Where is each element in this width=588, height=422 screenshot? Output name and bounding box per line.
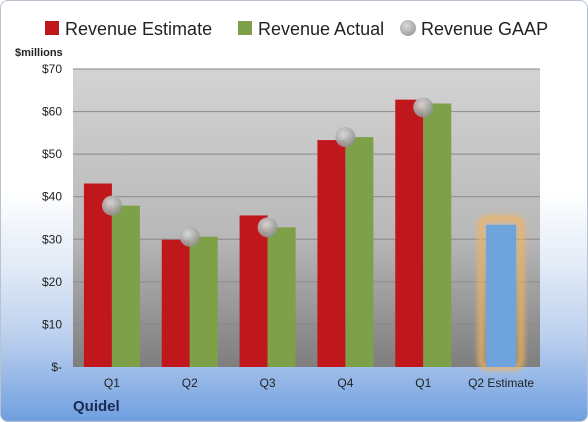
legend-label: Revenue Actual bbox=[258, 19, 384, 39]
bars bbox=[83, 97, 525, 370]
marker-revenue-gaap bbox=[101, 195, 122, 216]
legend-swatch bbox=[400, 20, 416, 36]
bar-revenue-actual bbox=[345, 137, 374, 367]
bar-revenue-actual bbox=[267, 227, 296, 367]
y-tick-label: $30 bbox=[42, 232, 62, 246]
legend-label: Revenue GAAP bbox=[421, 19, 548, 39]
x-axis: Q1 Q2 Q3 Q4 Q1 Q2 Estimate bbox=[104, 376, 535, 390]
legend-label: Revenue Estimate bbox=[65, 19, 212, 39]
x-tick-label: Q2 Estimate bbox=[468, 376, 534, 390]
x-tick-label: Q4 bbox=[337, 376, 353, 390]
y-tick-label: $10 bbox=[42, 317, 62, 331]
x-tick-label: Q1 bbox=[415, 376, 431, 390]
y-tick-label: $- bbox=[51, 360, 62, 374]
y-tick-label: $40 bbox=[42, 190, 62, 204]
marker-revenue-gaap bbox=[257, 217, 278, 238]
bar-revenue-estimate bbox=[161, 239, 190, 367]
y-tick-label: $20 bbox=[42, 275, 62, 289]
legend-swatch bbox=[45, 21, 59, 35]
bar-revenue-estimate bbox=[317, 140, 346, 367]
marker-revenue-gaap bbox=[179, 226, 200, 247]
bar-revenue-estimate bbox=[395, 99, 424, 367]
company-name: Quidel bbox=[73, 398, 120, 415]
x-tick-label: Q3 bbox=[260, 376, 276, 390]
bar-revenue-actual bbox=[111, 205, 140, 367]
bar-revenue-estimate bbox=[239, 215, 268, 367]
bar-revenue-actual bbox=[189, 236, 218, 367]
y-tick-label: $50 bbox=[42, 147, 62, 161]
y-axis: $- $10 $20 $30 $40 $50 $60 $70 bbox=[42, 62, 62, 374]
marker-revenue-gaap bbox=[335, 127, 356, 148]
y-tick-label: $60 bbox=[42, 105, 62, 119]
marker-revenue-gaap bbox=[413, 97, 434, 118]
x-tick-label: Q2 bbox=[182, 376, 198, 390]
legend-swatch bbox=[238, 21, 252, 35]
bar-forecast bbox=[486, 224, 517, 367]
unit-label: $millions bbox=[15, 47, 63, 59]
x-tick-label: Q1 bbox=[104, 376, 120, 390]
bar-revenue-actual bbox=[423, 103, 452, 368]
y-tick-label: $70 bbox=[42, 62, 62, 76]
legend: Revenue Estimate Revenue Actual Revenue GA… bbox=[45, 19, 548, 39]
plot-area bbox=[73, 69, 540, 367]
gridlines bbox=[73, 68, 540, 325]
